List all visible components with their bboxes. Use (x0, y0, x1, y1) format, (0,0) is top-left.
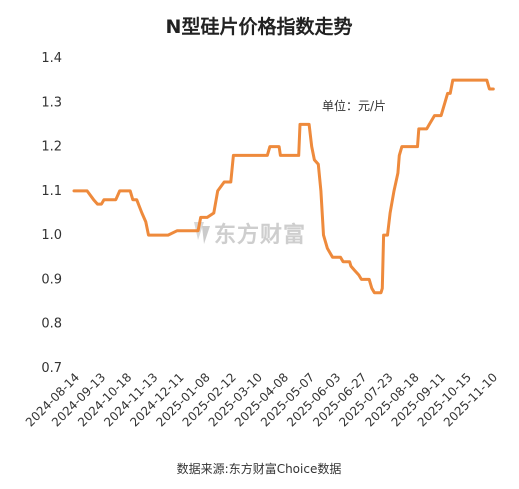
watermark-logo: 东方财富 (194, 222, 306, 248)
chart-title: N型硅片价格指数走势 (166, 15, 353, 38)
x-axis-ticks: 2024-08-142024-09-132024-10-182024-11-13… (23, 370, 500, 429)
unit-label: 单位：元/片 (322, 98, 386, 113)
data-source: 数据来源:东方财富Choice数据 (177, 461, 342, 476)
watermark-icon (194, 222, 210, 244)
watermark-text: 东方财富 (214, 222, 306, 248)
y-tick-label: 0.9 (41, 272, 62, 287)
y-tick-label: 1.3 (41, 95, 62, 110)
y-tick-label: 1.0 (41, 228, 62, 243)
y-tick-label: 0.7 (41, 361, 62, 376)
y-tick-label: 1.1 (41, 184, 62, 199)
y-tick-label: 1.2 (41, 140, 62, 155)
y-axis-ticks: 0.7 0.8 0.9 1.0 1.1 1.2 1.3 1.4 (41, 51, 62, 376)
y-tick-label: 1.4 (41, 51, 62, 66)
y-tick-label: 0.8 (41, 317, 62, 332)
series-line (72, 78, 495, 295)
